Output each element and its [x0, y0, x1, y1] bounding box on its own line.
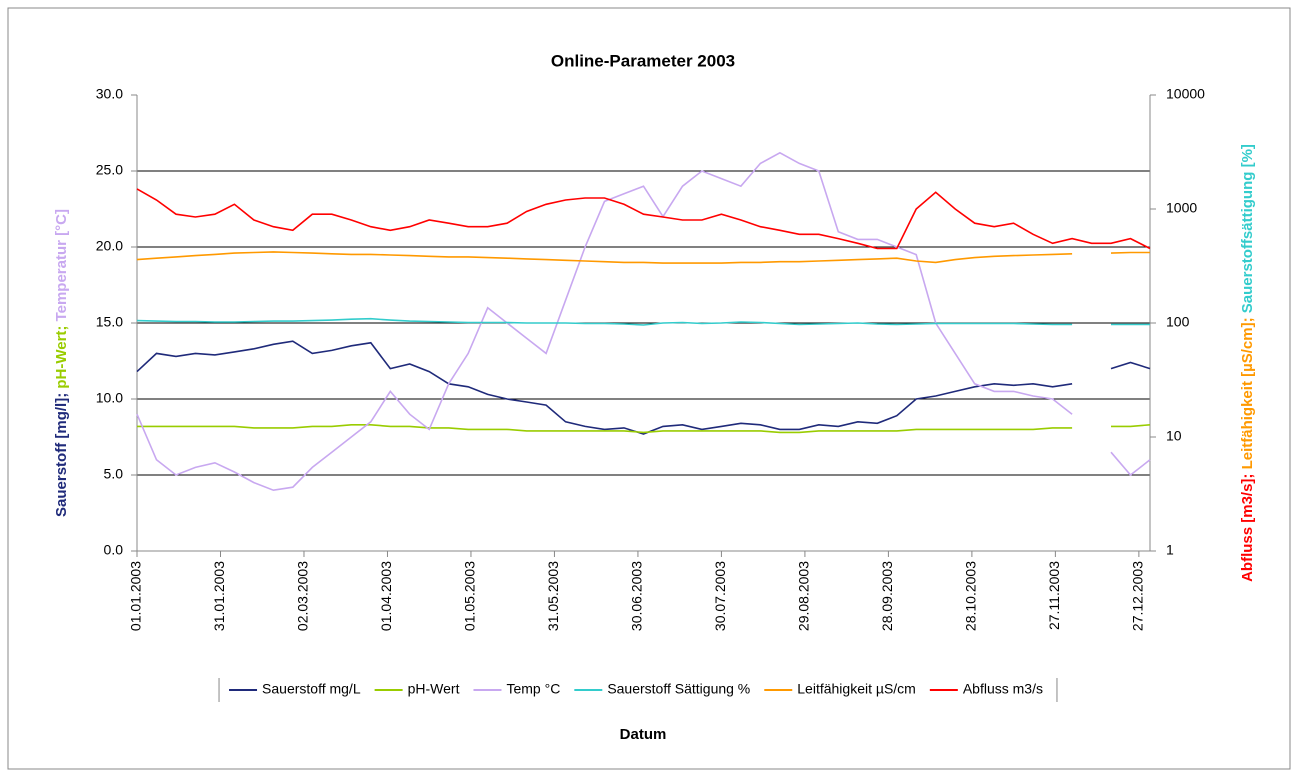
legend-item: pH-Wert	[374, 681, 460, 697]
series-line	[136, 188, 1151, 250]
y2-axis-title-part: Abfluss [m3/s];	[1239, 469, 1256, 582]
x-tick-label: 30.07.2003	[712, 561, 728, 631]
legend-label: Sauerstoff mg/L	[262, 681, 361, 697]
x-tick-label: 27.12.2003	[1130, 561, 1146, 631]
x-tick-label: 29.08.2003	[796, 561, 812, 631]
chart-title: Online-Parameter 2003	[551, 51, 735, 70]
y-axis-title-part: Sauerstoff [mg/l];	[53, 389, 70, 517]
legend-label: Temp °C	[506, 681, 560, 697]
x-tick-label: 01.01.2003	[128, 561, 144, 631]
x-tick-label: 30.06.2003	[629, 561, 645, 631]
y2-tick-label: 1000	[1166, 200, 1197, 216]
legend-item: Sauerstoff Sättigung %	[574, 681, 750, 697]
x-axis-title: Datum	[620, 726, 667, 743]
legend-label: Sauerstoff Sättigung %	[607, 681, 750, 697]
x-tick-label: 01.05.2003	[462, 561, 478, 631]
legend-item: Abfluss m3/s	[929, 681, 1043, 697]
x-tick-label: 02.03.2003	[295, 561, 311, 631]
y-tick-label: 25.0	[96, 162, 123, 178]
series-line	[136, 151, 1151, 492]
series-line	[136, 251, 1150, 264]
series-line	[137, 424, 1151, 434]
series-line	[136, 317, 1150, 326]
y-tick-label: 5.0	[104, 466, 124, 482]
y2-axis-title-part: Sauerstoffsättigung [%]	[1239, 144, 1256, 313]
legend-label: Leitfähigkeit µS/cm	[797, 681, 916, 697]
x-tick-label: 28.10.2003	[963, 561, 979, 631]
y2-axis-title-part: Leitfähigkeit [µS/cm];	[1239, 313, 1256, 469]
x-tick-label: 28.09.2003	[879, 561, 895, 631]
x-tick-label: 01.04.2003	[378, 561, 394, 631]
x-tick-label: 31.05.2003	[545, 561, 561, 631]
y2-axis-title: Abfluss [m3/s]; Leitfähigkeit [µS/cm]; S…	[1239, 144, 1256, 582]
y-tick-label: 15.0	[96, 314, 123, 330]
series-line	[136, 340, 1151, 435]
y2-tick-label: 100	[1166, 314, 1190, 330]
y-tick-label: 10.0	[96, 390, 123, 406]
y-axis-title-part: Temperatur [°C]	[53, 209, 70, 321]
y2-tick-label: 10000	[1166, 86, 1205, 102]
x-tick-label: 27.11.2003	[1046, 561, 1062, 630]
legend-item: Temp °C	[473, 681, 560, 697]
legend-item: Leitfähigkeit µS/cm	[764, 681, 916, 697]
y-tick-label: 30.0	[96, 86, 123, 102]
legend-label: Abfluss m3/s	[963, 681, 1043, 697]
chart-frame	[7, 7, 1291, 770]
legend-item: Sauerstoff mg/L	[229, 681, 361, 697]
y-tick-label: 20.0	[96, 238, 123, 254]
y-tick-label: 0.0	[104, 542, 124, 558]
y2-tick-label: 10	[1166, 428, 1182, 444]
y-axis-title-part: pH-Wert;	[53, 321, 70, 388]
legend-label: pH-Wert	[408, 681, 460, 697]
y-axis-title: Sauerstoff [mg/l]; pH-Wert; Temperatur […	[53, 209, 70, 517]
x-tick-label: 31.01.2003	[211, 561, 227, 631]
y2-tick-label: 1	[1166, 542, 1174, 558]
